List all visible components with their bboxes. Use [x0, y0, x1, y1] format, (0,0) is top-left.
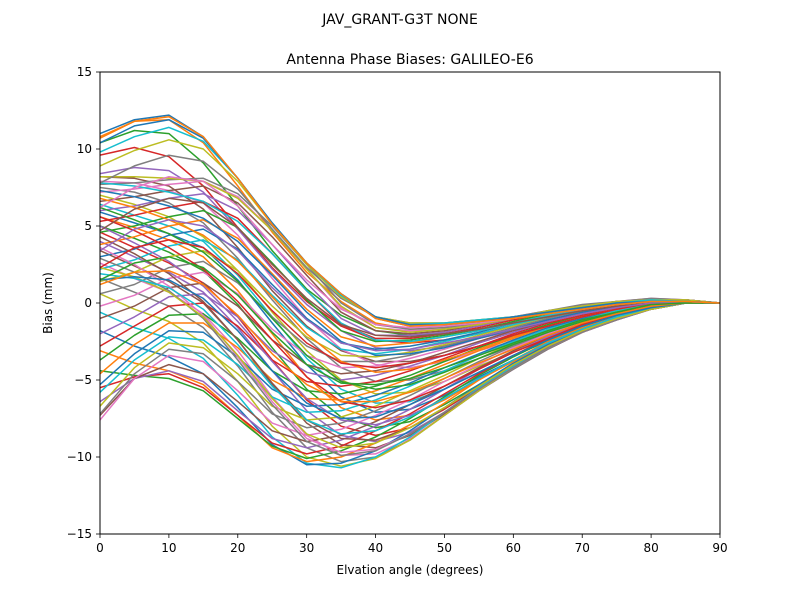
- x-tick-label: 20: [230, 541, 245, 555]
- series-line-az350: [100, 118, 720, 326]
- y-tick-label: 5: [84, 219, 92, 233]
- series-line-az145: [100, 302, 720, 414]
- figure-suptitle: JAV_GRANT-G3T NONE: [321, 12, 478, 28]
- y-tick-label: −5: [74, 373, 92, 387]
- x-tick-label: 40: [368, 541, 383, 555]
- series-line-az300: [100, 276, 720, 420]
- series-layer: [100, 114, 720, 469]
- y-axis-label: Bias (mm): [41, 272, 55, 334]
- series-line-az355: [100, 115, 720, 327]
- x-tick-label: 70: [575, 541, 590, 555]
- x-tick-label: 80: [643, 541, 658, 555]
- y-tick-label: −10: [67, 450, 92, 464]
- y-tick-label: 15: [77, 65, 92, 79]
- x-tick-label: 60: [506, 541, 521, 555]
- x-tick-label: 90: [712, 541, 727, 555]
- series-line-az320: [100, 219, 720, 352]
- x-tick-label: 50: [437, 541, 452, 555]
- series-line-az315: [100, 239, 720, 369]
- series-line-az290: [100, 266, 720, 449]
- x-tick-label: 0: [96, 541, 104, 555]
- series-line-az310: [100, 256, 720, 386]
- x-axis: 0 10 20 30 40 50 60 70 80 90: [96, 534, 728, 555]
- y-tick-label: −15: [67, 527, 92, 541]
- chart-title: Antenna Phase Biases: GALILEO-E6: [286, 52, 533, 68]
- y-axis: −15 −10 −5 0 5 10 15: [67, 65, 100, 541]
- y-tick-label: 0: [84, 296, 92, 310]
- series-line-az325: [100, 197, 720, 338]
- y-tick-label: 10: [77, 142, 92, 156]
- series-line-az295: [100, 272, 720, 435]
- x-tick-label: 10: [161, 541, 176, 555]
- x-tick-label: 30: [299, 541, 314, 555]
- x-axis-label: Elvation angle (degrees): [337, 563, 484, 577]
- series-line-az305: [100, 269, 720, 403]
